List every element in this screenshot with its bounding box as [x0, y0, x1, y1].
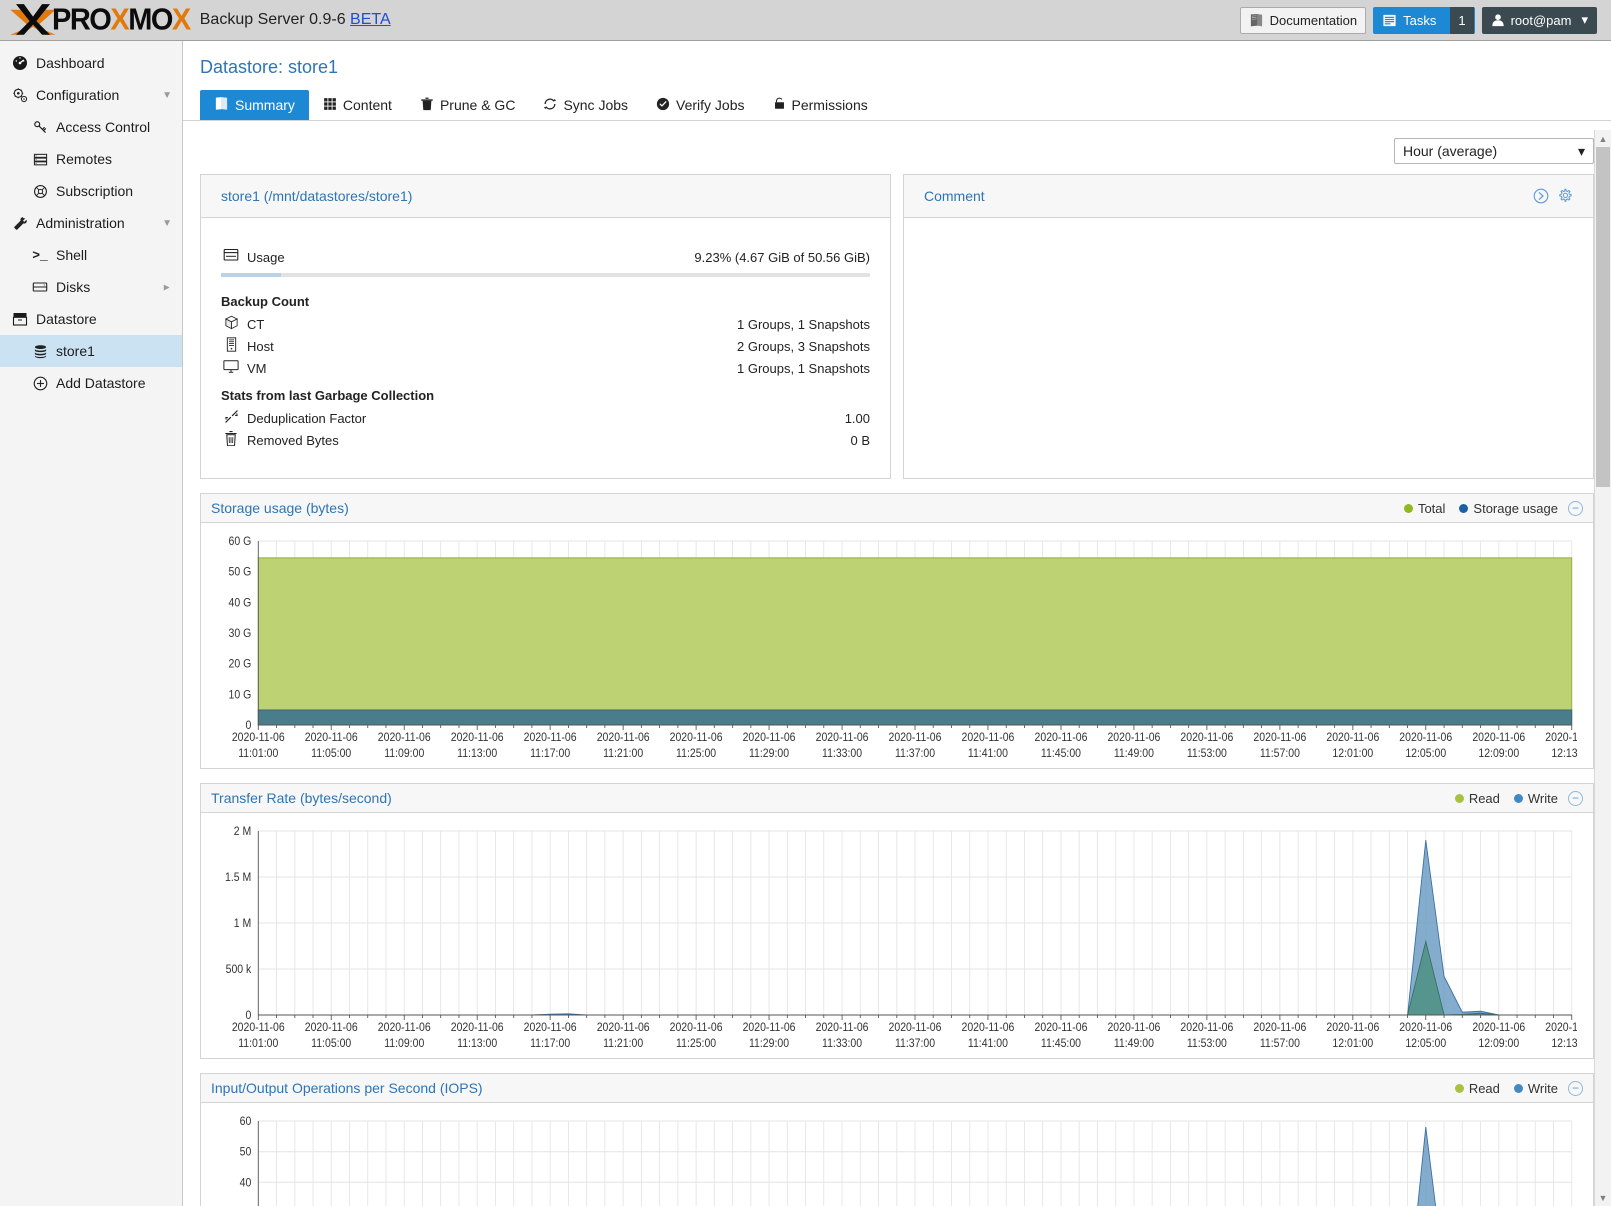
svg-text:11:01:00: 11:01:00	[238, 747, 278, 760]
svg-text:12:05:00: 12:05:00	[1405, 1037, 1446, 1050]
svg-text:2020-11-06: 2020-11-06	[451, 731, 504, 744]
svg-text:2020-11-06: 2020-11-06	[1399, 731, 1452, 744]
svg-text:11:05:00: 11:05:00	[311, 1037, 351, 1050]
svg-text:12:09:00: 12:09:00	[1478, 1037, 1519, 1050]
svg-text:2020-11-06: 2020-11-06	[1399, 1021, 1452, 1034]
svg-text:2020-11-06: 2020-11-06	[1472, 731, 1525, 744]
svg-text:11:13:00: 11:13:00	[457, 747, 497, 760]
svg-text:2020-11-06: 2020-11-06	[305, 1021, 358, 1034]
svg-text:50 G: 50 G	[229, 566, 252, 579]
svg-text:2020-11-06: 2020-11-06	[597, 1021, 650, 1034]
svg-text:11:13:00: 11:13:00	[457, 1037, 497, 1050]
svg-text:11:53:00: 11:53:00	[1187, 747, 1227, 760]
svg-text:12:01:00: 12:01:00	[1332, 747, 1373, 760]
svg-text:11:25:00: 11:25:00	[676, 1037, 716, 1050]
svg-text:11:09:00: 11:09:00	[384, 747, 424, 760]
svg-text:2 M: 2 M	[234, 825, 251, 838]
svg-text:10 G: 10 G	[229, 689, 252, 702]
svg-text:11:57:00: 11:57:00	[1260, 1037, 1300, 1050]
svg-text:11:01:00: 11:01:00	[238, 1037, 278, 1050]
svg-text:11:41:00: 11:41:00	[968, 747, 1008, 760]
svg-text:11:49:00: 11:49:00	[1114, 747, 1154, 760]
svg-text:60 G: 60 G	[229, 535, 252, 548]
svg-text:500 k: 500 k	[226, 963, 252, 976]
svg-text:2020-11-06: 2020-11-06	[670, 1021, 723, 1034]
svg-text:2020-11-06: 2020-11-06	[305, 731, 358, 744]
svg-text:20 G: 20 G	[229, 658, 252, 671]
svg-text:2020-11-06: 2020-11-06	[1180, 1021, 1233, 1034]
svg-text:2020-11-06: 2020-11-06	[1253, 731, 1306, 744]
svg-text:2020-11-06: 2020-11-06	[743, 731, 796, 744]
svg-text:11:17:00: 11:17:00	[530, 1037, 570, 1050]
svg-text:30 G: 30 G	[229, 627, 252, 640]
svg-text:2020-11-06: 2020-11-06	[670, 731, 723, 744]
svg-text:1.5 M: 1.5 M	[225, 871, 251, 884]
svg-text:11:21:00: 11:21:00	[603, 747, 643, 760]
svg-text:2020-11-06: 2020-11-06	[524, 731, 577, 744]
svg-text:2020-11-06: 2020-11-06	[378, 731, 431, 744]
svg-text:11:41:00: 11:41:00	[968, 1037, 1008, 1050]
svg-text:11:37:00: 11:37:00	[895, 747, 935, 760]
svg-text:11:09:00: 11:09:00	[384, 1037, 424, 1050]
svg-text:1 M: 1 M	[234, 917, 251, 930]
svg-text:2020-11-06: 2020-11-06	[1253, 1021, 1306, 1034]
svg-text:2020-11-06: 2020-11-06	[743, 1021, 796, 1034]
svg-text:2020-11-06: 2020-11-06	[1545, 731, 1577, 744]
svg-text:12:01:00: 12:01:00	[1332, 1037, 1373, 1050]
svg-text:11:57:00: 11:57:00	[1260, 747, 1300, 760]
svg-text:2020-11-06: 2020-11-06	[232, 1021, 285, 1034]
svg-text:40: 40	[240, 1177, 252, 1190]
svg-text:2020-11-06: 2020-11-06	[1107, 731, 1160, 744]
svg-text:12:13:00: 12:13:00	[1551, 747, 1577, 760]
svg-text:11:17:00: 11:17:00	[530, 747, 570, 760]
svg-text:11:21:00: 11:21:00	[603, 1037, 643, 1050]
svg-text:2020-11-06: 2020-11-06	[1326, 731, 1379, 744]
svg-text:2020-11-06: 2020-11-06	[1035, 1021, 1088, 1034]
svg-text:11:05:00: 11:05:00	[311, 747, 351, 760]
svg-text:2020-11-06: 2020-11-06	[378, 1021, 431, 1034]
svg-text:11:49:00: 11:49:00	[1114, 1037, 1154, 1050]
svg-text:2020-11-06: 2020-11-06	[1545, 1021, 1577, 1034]
svg-text:2020-11-06: 2020-11-06	[889, 731, 942, 744]
svg-text:11:25:00: 11:25:00	[676, 747, 716, 760]
svg-text:2020-11-06: 2020-11-06	[1472, 1021, 1525, 1034]
svg-text:2020-11-06: 2020-11-06	[451, 1021, 504, 1034]
svg-text:2020-11-06: 2020-11-06	[1107, 1021, 1160, 1034]
svg-text:2020-11-06: 2020-11-06	[816, 1021, 869, 1034]
svg-text:2020-11-06: 2020-11-06	[889, 1021, 942, 1034]
svg-text:11:45:00: 11:45:00	[1041, 1037, 1081, 1050]
svg-text:11:29:00: 11:29:00	[749, 747, 789, 760]
svg-text:50: 50	[240, 1146, 252, 1159]
svg-text:2020-11-06: 2020-11-06	[597, 731, 650, 744]
svg-text:11:29:00: 11:29:00	[749, 1037, 789, 1050]
svg-text:2020-11-06: 2020-11-06	[1326, 1021, 1379, 1034]
svg-text:2020-11-06: 2020-11-06	[524, 1021, 577, 1034]
svg-text:2020-11-06: 2020-11-06	[961, 1021, 1014, 1034]
svg-text:11:53:00: 11:53:00	[1187, 1037, 1227, 1050]
svg-text:2020-11-06: 2020-11-06	[961, 731, 1014, 744]
svg-text:60: 60	[240, 1115, 252, 1128]
svg-text:2020-11-06: 2020-11-06	[816, 731, 869, 744]
svg-text:2020-11-06: 2020-11-06	[1035, 731, 1088, 744]
svg-text:0: 0	[245, 719, 251, 732]
svg-text:12:13:00: 12:13:00	[1551, 1037, 1577, 1050]
svg-text:40 G: 40 G	[229, 597, 252, 610]
svg-text:12:05:00: 12:05:00	[1405, 747, 1446, 760]
svg-text:11:45:00: 11:45:00	[1041, 747, 1081, 760]
svg-text:11:33:00: 11:33:00	[822, 747, 862, 760]
svg-text:2020-11-06: 2020-11-06	[232, 731, 285, 744]
svg-text:11:33:00: 11:33:00	[822, 1037, 862, 1050]
svg-text:11:37:00: 11:37:00	[895, 1037, 935, 1050]
svg-text:12:09:00: 12:09:00	[1478, 747, 1519, 760]
svg-text:0: 0	[245, 1009, 251, 1022]
svg-text:2020-11-06: 2020-11-06	[1180, 731, 1233, 744]
